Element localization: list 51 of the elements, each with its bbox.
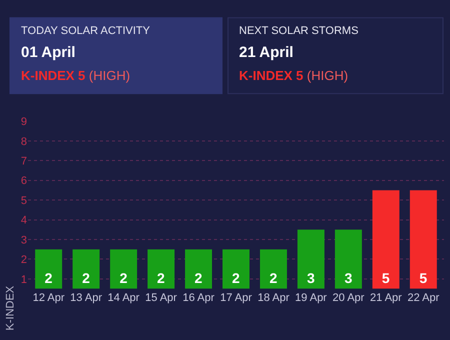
bar [260,249,287,289]
y-tick-label: 6 [20,175,27,188]
data-label: 2 [194,270,203,286]
bar [372,190,400,289]
x-tick-label: 22 Apr [407,292,440,304]
data-label: 5 [382,270,390,286]
bar [410,190,437,289]
bar [185,249,212,289]
y-axis-title: K-INDEX [4,285,17,330]
bar [72,249,100,289]
y-tick-label: 7 [20,156,27,168]
data-label: 2 [44,270,53,286]
data-label: 2 [232,270,240,286]
bar [297,230,324,289]
text: TODAY SOLAR ACTIVITY [21,25,151,37]
x-tick-label: 17 Apr [220,292,252,304]
text: 01 April [21,44,76,61]
x-tick-label: 19 Apr [295,292,328,304]
data-label: 5 [419,270,428,286]
text: 21 April [239,44,294,61]
bar [35,249,62,289]
bar [222,249,250,289]
x-tick-label: 16 Apr [182,292,215,304]
text: K-INDEX 5 [21,68,86,83]
bar [110,249,138,289]
x-tick-label: 21 Apr [370,292,402,304]
data-label: 2 [157,270,166,286]
y-tick-label: 4 [20,214,27,227]
text: NEXT SOLAR STORMS [239,25,358,37]
y-tick-label: 1 [20,274,27,286]
x-tick-label: 13 Apr [70,292,102,304]
data-label: 2 [269,270,278,286]
data-label: 2 [120,270,128,286]
data-label: 3 [344,270,352,286]
text: K-INDEX 5 [239,68,304,83]
text: (HIGH) [88,68,130,83]
text: (HIGH) [306,68,348,83]
y-tick-label: 5 [20,194,27,207]
bar [148,249,175,289]
bar [334,230,362,289]
x-tick-label: 14 Apr [108,292,140,304]
y-tick-label: 2 [20,254,27,266]
y-tick-label: 9 [20,116,27,128]
data-label: 3 [306,270,315,286]
data-label: 2 [82,270,90,286]
y-tick-label: 8 [20,136,27,148]
x-tick-label: 12 Apr [32,292,65,304]
y-tick-label: 3 [20,234,27,246]
x-tick-label: 18 Apr [258,292,290,304]
x-tick-label: 20 Apr [332,292,365,304]
x-tick-label: 15 Apr [145,292,178,304]
